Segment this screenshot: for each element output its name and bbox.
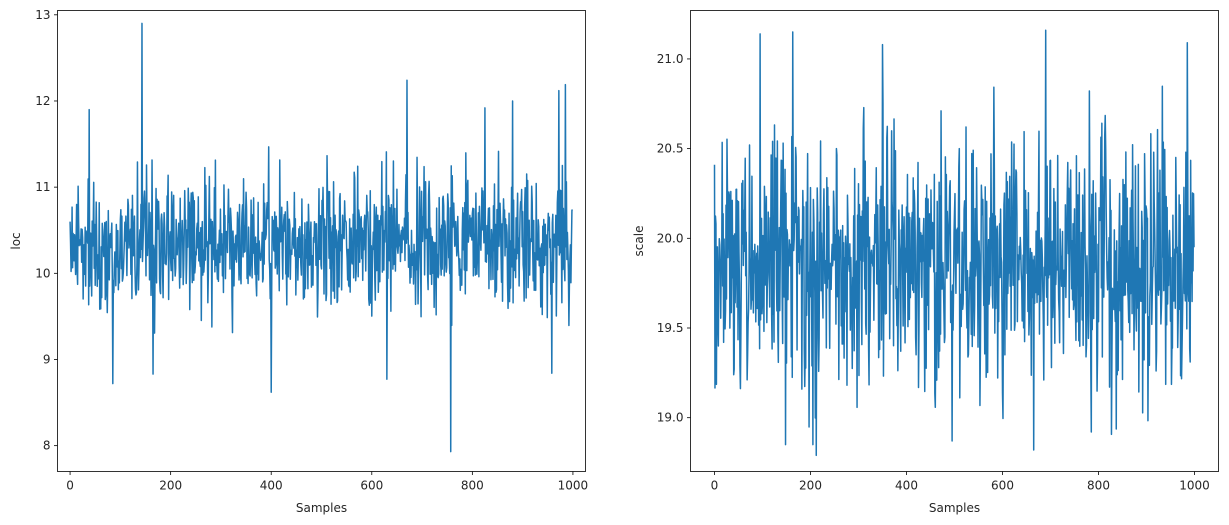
loc-trace-plot: 0 200 400 600 800 1000 8 9 10 11 12 13 Samples loc	[9, 8, 588, 515]
x-tick-label: 200	[159, 479, 182, 493]
scale-series-line	[713, 29, 1195, 457]
x-tick-label: 400	[895, 479, 918, 493]
y-tick-label: 10	[35, 266, 50, 280]
y-tick-label: 13	[35, 8, 50, 22]
x-tick-label: 1000	[1179, 479, 1210, 493]
x-axis-label: Samples	[296, 501, 347, 515]
x-axis-label: Samples	[929, 501, 980, 515]
y-tick-label: 20.0	[657, 231, 684, 245]
x-tick-label: 600	[360, 479, 383, 493]
y-tick-label: 20.5	[657, 142, 684, 156]
x-tick-label: 600	[991, 479, 1014, 493]
x-tick-label: 0	[66, 479, 74, 493]
x-tick-label: 200	[799, 479, 822, 493]
y-tick-label: 19.0	[657, 411, 684, 425]
x-axis-ticks: 0 200 400 600 800 1000	[711, 471, 1210, 493]
x-axis-ticks: 0 200 400 600 800 1000	[66, 471, 589, 493]
y-tick-label: 21.0	[657, 52, 684, 66]
y-axis-label: scale	[632, 226, 646, 257]
y-axis-label: loc	[9, 232, 23, 249]
x-tick-label: 400	[260, 479, 283, 493]
plot-frame	[57, 10, 586, 472]
loc-series-line	[69, 22, 574, 453]
y-axis-ticks: 19.0 19.5 20.0 20.5 21.0	[657, 52, 691, 425]
y-tick-label: 9	[43, 352, 51, 366]
plot-frame	[690, 10, 1219, 472]
x-tick-label: 1000	[558, 479, 589, 493]
x-tick-label: 800	[461, 479, 484, 493]
y-axis-ticks: 8 9 10 11 12 13	[35, 8, 58, 453]
y-tick-label: 11	[35, 180, 50, 194]
y-tick-label: 19.5	[657, 321, 684, 335]
y-tick-label: 8	[43, 439, 51, 453]
x-tick-label: 800	[1087, 479, 1110, 493]
y-tick-label: 12	[35, 94, 50, 108]
x-tick-label: 0	[711, 479, 719, 493]
scale-trace-plot: 0 200 400 600 800 1000 19.0 19.5 20.0 20.5 21.0 S…	[632, 10, 1219, 515]
